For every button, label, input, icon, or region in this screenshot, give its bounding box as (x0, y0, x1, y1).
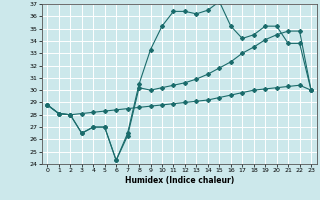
X-axis label: Humidex (Indice chaleur): Humidex (Indice chaleur) (124, 176, 234, 185)
